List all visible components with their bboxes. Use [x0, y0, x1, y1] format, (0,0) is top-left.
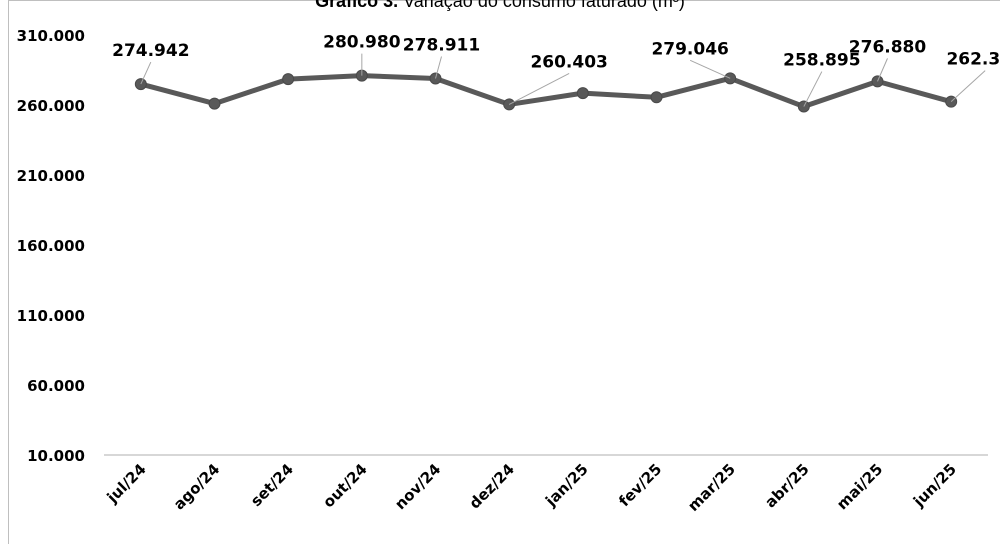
y-tick-label: 110.000 [17, 307, 85, 325]
x-tick-label: ago/24 [170, 460, 223, 513]
data-label: 276.880 [849, 37, 927, 57]
chart-title-bold: Gráfico 3. [315, 0, 398, 11]
y-tick-label: 160.000 [17, 237, 85, 255]
x-tick-label: dez/24 [466, 460, 518, 512]
data-point [651, 92, 662, 103]
data-point [504, 99, 515, 110]
y-tick-label: 210.000 [17, 167, 85, 185]
x-tick-label: fev/25 [615, 460, 665, 510]
data-label-leader [951, 71, 985, 102]
data-label: 278.911 [403, 36, 480, 56]
data-point [283, 74, 294, 85]
y-tick-label: 310.000 [17, 27, 85, 45]
x-tick-label: set/24 [247, 460, 297, 510]
y-tick-label: 60.000 [27, 377, 85, 395]
chart-title: Gráfico 3. Variação do consumo faturado … [0, 0, 1000, 12]
x-tick-label: mai/25 [833, 460, 886, 513]
data-label-leader [878, 58, 888, 81]
data-label-leader [690, 60, 730, 78]
series-line [141, 76, 951, 107]
chart-title-rest: Variação do consumo faturado (m³) [398, 0, 685, 11]
data-label: 279.046 [651, 39, 728, 59]
x-tick-label: out/24 [319, 460, 370, 511]
y-tick-label: 260.000 [17, 97, 85, 115]
x-tick-label: abr/25 [761, 460, 812, 511]
x-tick-label: nov/24 [391, 460, 444, 513]
data-label: 274.942 [112, 41, 189, 61]
x-tick-label: jan/25 [541, 460, 591, 510]
x-tick-label: jul/24 [103, 460, 150, 507]
data-label: 262.381 [946, 50, 1000, 70]
data-label: 260.403 [530, 52, 607, 72]
data-point [577, 88, 588, 99]
y-tick-label: 10.000 [27, 447, 85, 465]
data-point [209, 98, 220, 109]
x-tick-label: mar/25 [684, 460, 739, 515]
x-tick-label: jun/25 [909, 460, 960, 511]
data-label: 280.980 [323, 33, 401, 53]
